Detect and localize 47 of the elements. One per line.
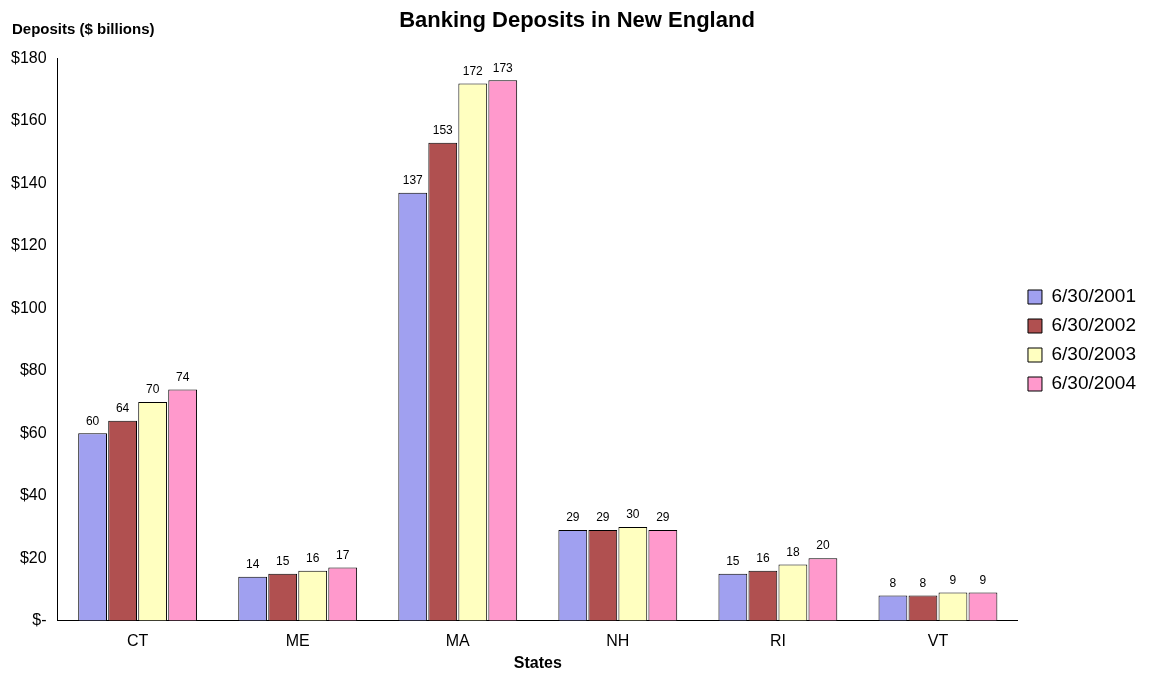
data-label: 70	[145, 382, 160, 397]
chart-title: Banking Deposits in New England	[399, 7, 755, 33]
legend-label: 6/30/2002	[1051, 314, 1137, 336]
data-label: 16	[756, 550, 770, 565]
data-label: 74	[175, 369, 190, 384]
data-label: 15	[726, 554, 740, 569]
data-label: 172	[462, 63, 484, 78]
data-label: 8	[889, 575, 897, 590]
legend-label: 6/30/2001	[1051, 285, 1137, 307]
data-label: 153	[432, 123, 454, 138]
x-tick-label: ME	[285, 631, 310, 649]
x-tick-label: RI	[769, 631, 786, 649]
data-label: 29	[656, 510, 670, 525]
data-label: 137	[402, 173, 424, 188]
data-label: 18	[786, 544, 800, 559]
y-tick-label: $40	[19, 486, 47, 504]
x-tick-label: MA	[445, 631, 471, 649]
y-axis-title: Deposits ($ billions)	[12, 19, 155, 37]
data-label: 20	[816, 538, 830, 553]
y-tick-label: $80	[19, 361, 47, 379]
data-label: 17	[336, 547, 350, 562]
data-label: 16	[306, 550, 320, 565]
y-tick-label: $-	[32, 611, 47, 629]
y-tick-label: $160	[11, 111, 47, 129]
y-tick-label: $180	[11, 48, 47, 66]
data-label: 9	[979, 572, 987, 587]
legend-label: 6/30/2004	[1051, 372, 1137, 394]
y-tick-label: $100	[11, 298, 47, 316]
data-label: 8	[919, 575, 927, 590]
data-label: 14	[245, 557, 260, 572]
data-label: 64	[115, 401, 130, 416]
data-label: 29	[566, 510, 580, 525]
x-axis-title: States	[513, 653, 562, 671]
data-label: 29	[596, 510, 610, 525]
x-tick-label: CT	[126, 631, 149, 649]
data-label: 30	[626, 507, 640, 522]
y-tick-label: $140	[11, 173, 47, 191]
data-label: 15	[276, 554, 290, 569]
x-tick-label: VT	[927, 631, 949, 649]
y-tick-label: $120	[11, 236, 47, 254]
x-tick-label: NH	[606, 631, 630, 649]
data-label: 173	[492, 60, 514, 75]
legend-label: 6/30/2003	[1051, 343, 1137, 365]
data-label: 9	[949, 572, 957, 587]
y-tick-label: $20	[19, 548, 47, 566]
y-tick-label: $60	[19, 423, 47, 441]
data-label: 60	[85, 413, 100, 428]
